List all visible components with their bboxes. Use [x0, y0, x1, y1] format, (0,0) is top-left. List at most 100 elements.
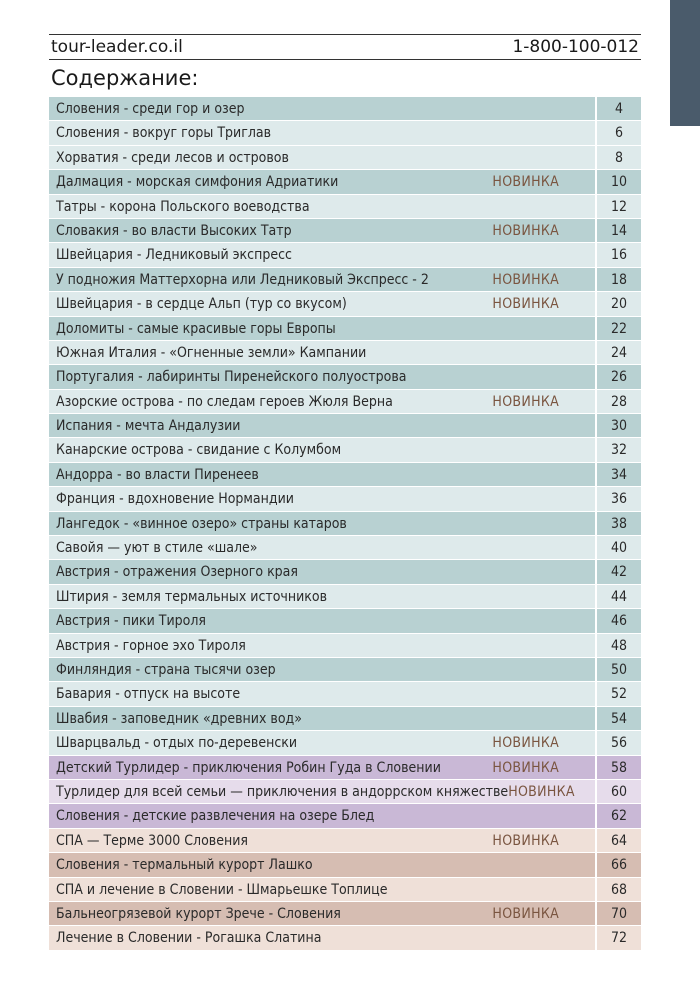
toc-page-number: 60 [597, 779, 641, 805]
toc-row[interactable]: Словения - детские развлечения на озере … [49, 804, 641, 829]
toc-row[interactable]: Словения - среди гор и озер 4 [49, 97, 641, 122]
toc-row[interactable]: Бавария - отпуск на высоте 52 [49, 682, 641, 707]
toc-entry[interactable]: Татры - корона Польского воеводства [49, 194, 595, 219]
toc-entry[interactable]: Шварцвальд - отдых по-деревенски НОВИНКА [49, 731, 595, 756]
toc-entry-title: Словения - термальный курорт Лашко [56, 857, 313, 874]
toc-entry[interactable]: У подножия Маттерхорна или Ледниковый Эк… [49, 267, 595, 293]
toc-entry[interactable]: Далмация - морская симфония Адриатики НОВ… [49, 170, 595, 195]
toc-entry[interactable]: Испания - мечта Андалузии [49, 414, 595, 439]
toc-entry[interactable]: Азорские острова - по следам героев Жюля… [49, 389, 595, 415]
toc-page-number: 20 [597, 292, 641, 317]
toc-row[interactable]: У подножия Маттерхорна или Ледниковый Эк… [49, 267, 641, 293]
toc-page-number: 8 [597, 145, 641, 171]
toc-entry[interactable]: Австрия - пики Тироля [49, 609, 595, 634]
toc-row[interactable]: Словения - термальный курорт Лашко 66 [49, 853, 641, 878]
toc-entry[interactable]: Лангедок - «винное озеро» страны катаров [49, 511, 595, 537]
toc-row[interactable]: Штирия - земля термальных источников 44 [49, 584, 641, 610]
toc-page-number: 36 [597, 487, 641, 512]
toc-page-number: 10 [597, 170, 641, 195]
toc-row[interactable]: Доломиты - самые красивые горы Европы 22 [49, 316, 641, 341]
toc-entry[interactable]: Детский Турлидер - приключения Робин Гуд… [49, 755, 595, 780]
toc-entry[interactable]: Доломиты - самые красивые горы Европы [49, 316, 595, 341]
toc-entry-title: Канарские острова - свидание с Колумбом [56, 442, 342, 459]
new-badge: НОВИНКА [492, 296, 559, 313]
toc-entry-title: Хорватия - среди лесов и островов [56, 149, 289, 166]
toc-entry[interactable]: Словения - вокруг горы Триглав [49, 121, 595, 146]
new-badge: НОВИНКА [492, 222, 559, 239]
toc-entry[interactable]: Южная Италия - «Огненные земли» Кампании [49, 340, 595, 366]
toc-entry[interactable]: Турлидер для всей семьи — приключения в … [49, 779, 595, 805]
toc-entry[interactable]: Словакия - во власти Высоких Татр НОВИНКА [49, 218, 595, 244]
toc-entry[interactable]: Австрия - отражения Озерного края [49, 560, 595, 585]
page-header: tour-leader.co.il 1-800-100-012 [49, 34, 641, 60]
toc-row[interactable]: Австрия - отражения Озерного края 42 [49, 560, 641, 585]
toc-row[interactable]: Южная Италия - «Огненные земли» Кампании… [49, 340, 641, 366]
toc-entry[interactable]: СПА и лечение в Словении - Шмарьешке Топ… [49, 877, 595, 902]
toc-row[interactable]: Швейцария - в сердце Альп (тур со вкусом… [49, 292, 641, 317]
toc-row[interactable]: Канарские острова - свидание с Колумбом 3… [49, 438, 641, 463]
toc-entry[interactable]: Швейцария - Ледниковый экспресс [49, 243, 595, 268]
toc-page-number: 40 [597, 536, 641, 561]
toc-row[interactable]: Словакия - во власти Высоких Татр НОВИНКА… [49, 218, 641, 244]
website-link[interactable]: tour-leader.co.il [51, 37, 183, 57]
toc-row[interactable]: Лангедок - «винное озеро» страны катаров… [49, 511, 641, 537]
toc-page-number: 66 [597, 853, 641, 878]
toc-row[interactable]: Хорватия - среди лесов и островов 8 [49, 145, 641, 171]
toc-entry[interactable]: Словения - термальный курорт Лашко [49, 853, 595, 878]
toc-row[interactable]: Андорра - во власти Пиренеев 34 [49, 462, 641, 488]
toc-entry[interactable]: СПА — Терме 3000 Словения НОВИНКА [49, 828, 595, 854]
toc-entry[interactable]: Штирия - земля термальных источников [49, 584, 595, 610]
toc-entry[interactable]: Андорра - во власти Пиренеев [49, 462, 595, 488]
toc-page-number: 50 [597, 657, 641, 683]
toc-entry[interactable]: Швейцария - в сердце Альп (тур со вкусом… [49, 292, 595, 317]
toc-row[interactable]: Савойя — уют в стиле «шале» 40 [49, 536, 641, 561]
toc-page-number: 56 [597, 731, 641, 756]
toc-entry[interactable]: Швабия - заповедник «древних вод» [49, 706, 595, 732]
new-badge: НОВИНКА [492, 271, 559, 288]
toc-entry[interactable]: Бавария - отпуск на высоте [49, 682, 595, 707]
toc-entry[interactable]: Португалия - лабиринты Пиренейского полу… [49, 365, 595, 390]
toc-entry-title: Детский Турлидер - приключения Робин Гуд… [56, 759, 441, 776]
toc-page-number: 68 [597, 877, 641, 902]
toc-row[interactable]: Лечение в Словении - Рогашка Слатина 72 [49, 926, 641, 951]
toc-entry[interactable]: Бальнеогрязевой курорт Зрече - Словения Н… [49, 901, 595, 927]
toc-entry[interactable]: Словения - среди гор и озер [49, 97, 595, 122]
toc-row[interactable]: Бальнеогрязевой курорт Зрече - Словения Н… [49, 901, 641, 927]
toc-row[interactable]: Португалия - лабиринты Пиренейского полу… [49, 365, 641, 390]
toc-row[interactable]: СПА — Терме 3000 Словения НОВИНКА 64 [49, 828, 641, 854]
new-badge: НОВИНКА [492, 393, 559, 410]
toc-row[interactable]: Швейцария - Ледниковый экспресс 16 [49, 243, 641, 268]
toc-row[interactable]: Шварцвальд - отдых по-деревенски НОВИНКА 5… [49, 731, 641, 756]
toc-row[interactable]: Австрия - пики Тироля 46 [49, 609, 641, 634]
toc-entry[interactable]: Савойя — уют в стиле «шале» [49, 536, 595, 561]
toc-row[interactable]: Азорские острова - по следам героев Жюля… [49, 389, 641, 415]
phone-number[interactable]: 1-800-100-012 [512, 37, 639, 57]
toc-row[interactable]: Австрия - горное эхо Тироля 48 [49, 633, 641, 658]
toc-row[interactable]: Детский Турлидер - приключения Робин Гуд… [49, 755, 641, 780]
new-badge: НОВИНКА [492, 759, 559, 776]
toc-row[interactable]: Турлидер для всей семьи — приключения в … [49, 779, 641, 805]
toc-entry[interactable]: Словения - детские развлечения на озере … [49, 804, 595, 829]
toc-row[interactable]: СПА и лечение в Словении - Шмарьешке Топ… [49, 877, 641, 902]
toc-entry-title: Франция - вдохновение Нормандии [56, 491, 294, 508]
toc-row[interactable]: Словения - вокруг горы Триглав 6 [49, 121, 641, 146]
toc-page-number: 72 [597, 926, 641, 951]
toc-page-number: 62 [597, 804, 641, 829]
toc-row[interactable]: Финляндия - страна тысячи озер 50 [49, 657, 641, 683]
toc-entry[interactable]: Австрия - горное эхо Тироля [49, 633, 595, 658]
toc-entry[interactable]: Лечение в Словении - Рогашка Слатина [49, 926, 595, 951]
toc-page-number: 32 [597, 438, 641, 463]
toc-entry[interactable]: Франция - вдохновение Нормандии [49, 487, 595, 512]
toc-entry-title: У подножия Маттерхорна или Ледниковый Эк… [56, 271, 429, 288]
toc-page-number: 4 [597, 97, 641, 122]
toc-entry[interactable]: Финляндия - страна тысячи озер [49, 657, 595, 683]
toc-row[interactable]: Франция - вдохновение Нормандии 36 [49, 487, 641, 512]
toc-page-number: 16 [597, 243, 641, 268]
toc-row[interactable]: Татры - корона Польского воеводства 12 [49, 194, 641, 219]
toc-row[interactable]: Швабия - заповедник «древних вод» 54 [49, 706, 641, 732]
toc-entry[interactable]: Хорватия - среди лесов и островов [49, 145, 595, 171]
toc-page-number: 18 [597, 267, 641, 293]
toc-row[interactable]: Испания - мечта Андалузии 30 [49, 414, 641, 439]
toc-entry[interactable]: Канарские острова - свидание с Колумбом [49, 438, 595, 463]
toc-row[interactable]: Далмация - морская симфония Адриатики НОВ… [49, 170, 641, 195]
